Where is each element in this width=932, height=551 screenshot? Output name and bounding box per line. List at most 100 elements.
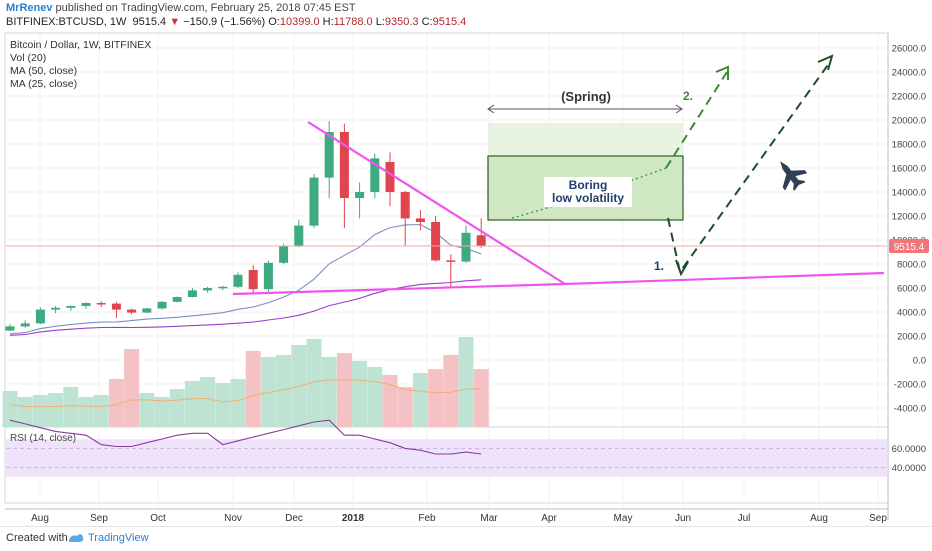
volume-bar	[48, 393, 64, 427]
time-tick-label: Dec	[285, 513, 303, 524]
footer: Created with TradingView	[0, 526, 932, 551]
volume-bar	[17, 397, 33, 427]
volume-bar	[352, 361, 368, 427]
volume-bar	[2, 391, 18, 427]
candle-body	[476, 235, 486, 246]
volume-ma-line	[9, 379, 482, 408]
open-value: 10399.0	[279, 16, 320, 28]
legend-ma50: MA (50, close)	[10, 65, 77, 77]
volume-bar	[428, 369, 444, 427]
volume-bar	[306, 339, 322, 427]
legend-title: Bitcoin / Dollar, 1W, BITFINEX	[10, 39, 151, 51]
black-arrow-up-icon	[817, 54, 834, 71]
black-dashed-projection	[667, 61, 831, 275]
price-tick-label: 6000.0	[897, 284, 926, 295]
time-tick-label: Mar	[480, 513, 498, 524]
green-dashed-projection	[665, 71, 728, 169]
volume-bar	[245, 351, 261, 427]
symbol-label: BITFINEX:BTCUSD, 1W	[6, 16, 127, 28]
candle-body	[324, 132, 334, 178]
time-tick-label: Jul	[738, 513, 751, 524]
candle-body	[309, 177, 319, 226]
volume-bar	[32, 395, 48, 427]
candle-body	[66, 306, 76, 308]
publish-info: MrRenev published on TradingView.com, Fe…	[6, 2, 356, 14]
candle-body	[127, 309, 137, 313]
tradingview-logo-icon	[69, 534, 84, 542]
support-extension-line[interactable]	[564, 271, 885, 286]
low-label: L:	[375, 16, 385, 28]
footer-created-text: Created with	[6, 532, 68, 544]
ma50-line	[9, 279, 482, 336]
chart-header: MrRenev published on TradingView.com, Fe…	[0, 0, 932, 32]
step-2-label: 2.	[683, 89, 693, 103]
time-tick-label: Apr	[541, 513, 557, 524]
candle-body	[461, 232, 471, 262]
author-name[interactable]: MrRenev	[6, 2, 53, 14]
rsi-level-label: 40.0000	[892, 463, 926, 474]
candle-body	[415, 218, 425, 222]
volume-bar	[124, 349, 140, 427]
candle-body	[142, 308, 152, 313]
candle-body	[370, 158, 380, 192]
candle-body	[400, 192, 410, 219]
rsi-band-fill	[6, 439, 887, 477]
legend-vol: Vol (20)	[10, 52, 46, 64]
candle-body	[51, 307, 61, 310]
spring-label: (Spring)	[561, 89, 611, 104]
volume-bar	[367, 367, 383, 427]
support-trendline[interactable]	[232, 282, 566, 296]
price-tick-label: 2000.0	[897, 332, 926, 343]
open-label: O:	[268, 16, 280, 28]
candle-body	[279, 246, 289, 263]
price-tick-label: 18000.0	[892, 140, 926, 151]
candle-body	[248, 270, 258, 290]
time-tick-label: Jun	[675, 513, 691, 524]
volume-bar	[78, 397, 94, 427]
candle-body	[446, 260, 456, 262]
price-tick-label: 8000.0	[897, 260, 926, 271]
last-price-tag-text: 9515.4	[894, 242, 925, 253]
candle-body	[263, 262, 273, 290]
price-chart[interactable]: 60.0000 40.0000 (Spring) Boring low volat…	[0, 0, 932, 526]
close-label: C:	[421, 16, 433, 28]
rsi-legend: RSI (14, close)	[10, 433, 76, 444]
price-tick-label: 26000.0	[892, 44, 926, 55]
candle-body	[431, 222, 441, 261]
time-tick-label: Sep	[90, 513, 108, 524]
rsi-levels: 60.0000 40.0000	[6, 444, 926, 474]
boring-label-bg	[544, 177, 632, 207]
grid-lines	[6, 34, 887, 508]
candle-body	[157, 301, 167, 309]
rsi-level-label: 60.0000	[892, 444, 926, 455]
price-tick-label: -2000.0	[894, 380, 926, 391]
high-label: H:	[322, 16, 334, 28]
candle-body	[111, 303, 121, 310]
volume-bar	[154, 397, 170, 427]
footer-brand[interactable]: TradingView	[88, 532, 149, 544]
volume-bar	[397, 387, 413, 427]
volume-bar	[93, 395, 109, 427]
volume-bar	[321, 357, 337, 427]
volume-bar	[458, 337, 474, 427]
volume-bar	[63, 387, 79, 427]
descending-trendline[interactable]	[307, 121, 566, 285]
low-value: 9350.3	[384, 16, 419, 28]
rsi-band	[6, 439, 887, 477]
step-1-label: 1.	[654, 259, 664, 273]
volume-bar	[184, 381, 200, 427]
candle-body	[339, 132, 349, 198]
volume-bar	[108, 379, 124, 427]
rsi-line	[9, 419, 482, 455]
candlesticks	[5, 121, 486, 332]
candle-body	[355, 192, 365, 198]
volume-bar	[336, 353, 352, 427]
time-tick-label: Sep	[869, 513, 887, 524]
price-tick-label: 0.0	[913, 356, 926, 367]
time-tick-label: Aug	[810, 513, 828, 524]
spring-arrow-left-icon	[487, 104, 495, 114]
volume-bar	[215, 383, 231, 427]
candle-body	[294, 225, 304, 246]
time-tick-label: Nov	[224, 513, 242, 524]
candle-body	[96, 303, 106, 305]
